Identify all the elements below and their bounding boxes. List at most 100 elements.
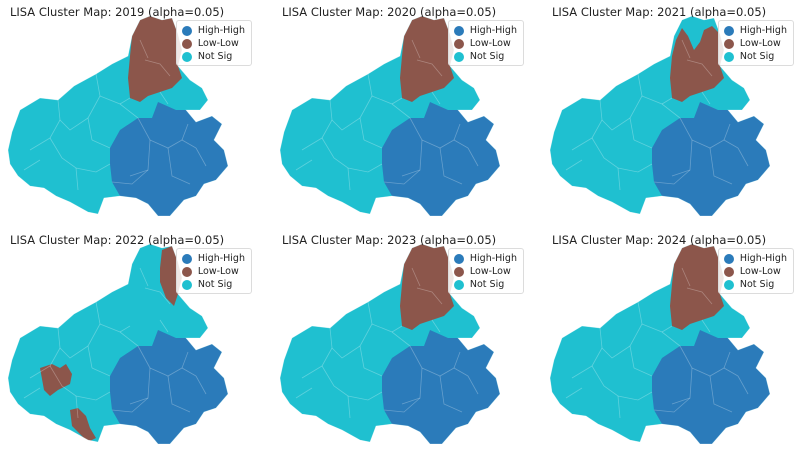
- district-boundary: [99, 323, 139, 347]
- panel-title: LISA Cluster Map: 2022 (alpha=0.05): [10, 233, 225, 247]
- legend-item-not-sig: Not Sig: [723, 50, 787, 63]
- legend-item-not-sig: Not Sig: [181, 50, 245, 63]
- district-boundary: [87, 73, 101, 141]
- district-boundary: [75, 395, 79, 419]
- legend-swatch: [181, 266, 192, 277]
- map-panel-2024: LISA Cluster Map: 2024 (alpha=0.05) High-…: [542, 228, 800, 456]
- district-boundary: [401, 139, 423, 177]
- district-boundary: [421, 139, 469, 149]
- legend-label: High-High: [197, 253, 245, 264]
- district-boundary: [701, 319, 711, 333]
- legend-swatch: [723, 266, 734, 277]
- map-panel-2023: LISA Cluster Map: 2023 (alpha=0.05) High-…: [272, 228, 538, 456]
- district-boundary: [411, 39, 421, 59]
- district-boundary: [633, 367, 653, 377]
- legend-item-high-high: High-High: [453, 24, 517, 37]
- district-boundary: [347, 167, 351, 191]
- district-boundary: [111, 397, 149, 413]
- district-boundary: [321, 137, 383, 173]
- district-boundary: [129, 367, 151, 405]
- choropleth-map: [7, 15, 229, 217]
- legend-swatch: [723, 279, 734, 290]
- district-boundary: [149, 367, 197, 377]
- district-boundary: [431, 319, 441, 333]
- district-boundary: [629, 73, 643, 141]
- district-boundary: [629, 301, 643, 369]
- legend-label: High-High: [739, 253, 787, 264]
- legend-swatch: [453, 266, 464, 277]
- legend-label: High-High: [469, 25, 517, 36]
- district-boundary: [653, 397, 691, 413]
- district-boundary: [641, 95, 681, 119]
- district-boundary: [331, 117, 361, 131]
- high-high-region: [382, 330, 500, 444]
- district-boundary: [75, 167, 79, 191]
- panel-title: LISA Cluster Map: 2019 (alpha=0.05): [10, 5, 225, 19]
- district-boundary: [29, 365, 51, 379]
- district-boundary: [119, 97, 131, 105]
- district-boundary: [181, 351, 189, 369]
- district-boundary: [723, 351, 731, 369]
- low-low-region: [670, 26, 724, 102]
- district-boundary: [565, 387, 583, 399]
- district-boundary: [363, 139, 383, 149]
- district-boundary: [723, 123, 731, 141]
- district-boundary: [701, 91, 711, 105]
- map-panel-2020: LISA Cluster Map: 2020 (alpha=0.05) High-…: [272, 0, 538, 228]
- district-boundary: [591, 99, 603, 139]
- district-boundary: [661, 97, 673, 105]
- district-boundary: [591, 365, 653, 401]
- legend-label: Low-Low: [197, 266, 239, 277]
- district-boundary: [671, 367, 693, 405]
- district-boundary: [409, 345, 423, 369]
- district-boundary: [383, 169, 421, 185]
- legend-label: Not Sig: [739, 51, 775, 62]
- cluster-regions: [565, 26, 770, 216]
- district-boundary: [23, 387, 41, 399]
- district-boundary: [91, 367, 111, 377]
- district-boundary: [431, 91, 441, 105]
- legend-item-high-high: High-High: [723, 252, 787, 265]
- district-boundary: [49, 365, 111, 401]
- legend-item-high-high: High-High: [181, 24, 245, 37]
- district-boundary: [159, 319, 169, 333]
- district-boundary: [391, 325, 403, 333]
- district-boundary: [331, 345, 361, 359]
- low-low-region: [40, 364, 72, 396]
- legend-swatch: [181, 25, 192, 36]
- district-boundary: [144, 287, 171, 305]
- district-boundary: [195, 375, 207, 395]
- district-boundary: [49, 99, 61, 139]
- district-boundary: [617, 395, 621, 419]
- legend-swatch: [453, 25, 464, 36]
- district-boundary: [295, 159, 313, 171]
- legend-label: Not Sig: [469, 279, 505, 290]
- legend-label: Low-Low: [469, 266, 511, 277]
- district-boundary: [149, 139, 197, 149]
- district-boundary: [467, 375, 479, 395]
- legend-label: High-High: [197, 25, 245, 36]
- district-boundary: [167, 375, 191, 413]
- district-boundary: [321, 365, 383, 401]
- district-boundary: [347, 395, 351, 419]
- legend-item-high-high: High-High: [723, 24, 787, 37]
- district-boundary: [49, 137, 111, 173]
- district-boundary: [409, 117, 423, 141]
- district-boundary: [686, 287, 713, 305]
- legend-label: Low-Low: [739, 38, 781, 49]
- map-outline: [7, 15, 229, 217]
- low-low-region: [70, 408, 96, 442]
- district-boundary: [467, 147, 479, 167]
- district-boundary: [91, 139, 111, 149]
- legend: High-High Low-Low Not Sig: [717, 20, 794, 66]
- low-low-region: [128, 16, 182, 102]
- district-boundary: [137, 345, 151, 369]
- legend: High-High Low-Low Not Sig: [175, 248, 252, 294]
- district-boundary: [691, 139, 739, 149]
- district-boundary: [737, 147, 749, 167]
- legend-swatch: [723, 38, 734, 49]
- low-low-region: [400, 244, 454, 330]
- legend-swatch: [181, 253, 192, 264]
- district-boundary: [401, 367, 423, 405]
- cluster-regions: [23, 246, 228, 444]
